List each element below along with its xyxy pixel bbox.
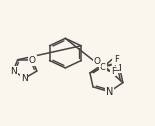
- Text: N: N: [106, 87, 113, 97]
- Text: F: F: [114, 55, 119, 64]
- Text: Cl: Cl: [114, 64, 123, 73]
- Text: N: N: [21, 74, 28, 83]
- Text: F: F: [113, 60, 118, 69]
- Text: F: F: [111, 67, 116, 76]
- Text: O: O: [93, 57, 100, 66]
- Text: N: N: [11, 67, 17, 76]
- Text: C: C: [100, 63, 106, 72]
- Text: O: O: [29, 56, 36, 65]
